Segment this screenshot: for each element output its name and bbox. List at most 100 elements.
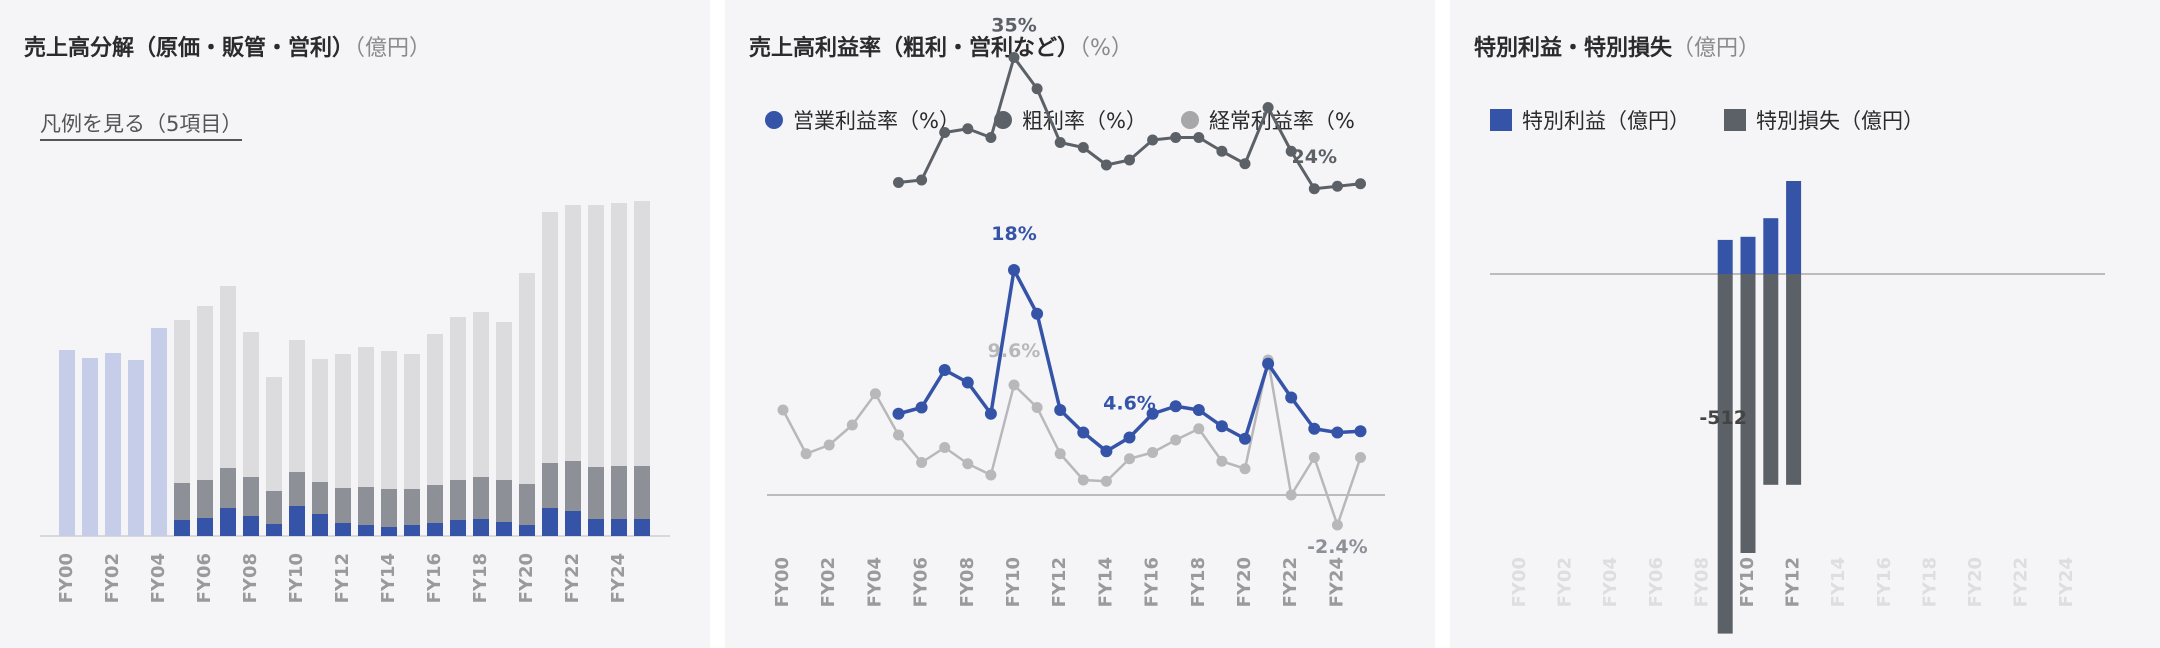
data-point bbox=[1170, 132, 1182, 143]
loss-bar bbox=[1740, 274, 1756, 553]
data-point bbox=[1054, 137, 1066, 148]
stacked-bar-segment bbox=[427, 523, 443, 536]
stacked-bar-segment bbox=[220, 468, 236, 508]
stacked-bar-segment bbox=[473, 519, 489, 536]
extraordinary-items-panel: 特別利益・特別損失（億円） 特別利益（億円） 特別損失（億円） -512 FY00… bbox=[1450, 0, 2160, 648]
data-point bbox=[1147, 447, 1159, 458]
legend-label: 経常利益率（% bbox=[1208, 109, 1355, 133]
profit-margin-chart: 35% 24% 18% 9.6% 4.6% -2.4% FY00 FY02 FY04 FY06 FY… bbox=[767, 15, 1385, 607]
loss-bar bbox=[1786, 274, 1802, 485]
x-tick-label: FY12 bbox=[332, 553, 353, 603]
data-point bbox=[1100, 445, 1113, 458]
legend-item-gross-margin[interactable]: 粗利率（%） bbox=[993, 105, 1147, 135]
data-point bbox=[1054, 404, 1067, 416]
stacked-bar-segment bbox=[174, 483, 190, 520]
stacked-bar-segment bbox=[634, 519, 650, 536]
data-point bbox=[1169, 400, 1182, 413]
data-point bbox=[1308, 452, 1320, 463]
data-point bbox=[1262, 357, 1275, 370]
stacked-bar-segment bbox=[519, 273, 535, 484]
x-tick-label: FY10 bbox=[1003, 557, 1024, 607]
gain-bar bbox=[1717, 239, 1733, 274]
x-tick-label: FY08 bbox=[240, 553, 261, 603]
data-label: 35% bbox=[991, 15, 1036, 37]
stacked-bar-segment bbox=[312, 514, 328, 536]
legend-label: 特別利益（億円） bbox=[1522, 109, 1690, 133]
data-point bbox=[1077, 142, 1089, 153]
x-tick-label: FY00 bbox=[772, 557, 793, 607]
legend-item-operating-margin[interactable]: 営業利益率（%） bbox=[765, 105, 960, 135]
panel-title-text: 特別利益・特別損失 bbox=[1474, 36, 1673, 61]
stacked-bar-segment bbox=[473, 477, 489, 519]
data-point bbox=[823, 439, 835, 451]
data-point bbox=[1100, 159, 1112, 171]
x-tick-label: FY20 bbox=[516, 553, 537, 603]
revenue-breakdown-chart: FY00 FY02 FY04 FY06 FY08 FY10 FY12 FY14 FY16 FY18… bbox=[40, 201, 670, 603]
stacked-bar-segment bbox=[542, 508, 558, 536]
stacked-bar-segment bbox=[519, 525, 535, 536]
show-legend-link[interactable]: 凡例を見る（5項目） bbox=[40, 108, 243, 141]
stacked-bar-segment bbox=[565, 461, 581, 511]
stacked-bar-segment bbox=[404, 525, 420, 536]
legend-item-ordinary-margin[interactable]: 経常利益率（% bbox=[1180, 105, 1355, 135]
stacked-bar-segment bbox=[312, 482, 328, 514]
data-point bbox=[1077, 426, 1090, 439]
x-tick-label: FY00 bbox=[56, 553, 77, 603]
legend-label: 営業利益率（%） bbox=[793, 109, 960, 133]
x-tick-label: FY08 bbox=[1691, 557, 1712, 607]
gain-bar bbox=[1763, 218, 1779, 274]
panel-unit: （%） bbox=[1079, 36, 1133, 61]
data-point bbox=[938, 364, 951, 376]
data-point bbox=[893, 429, 904, 441]
stacked-bar-segment bbox=[289, 340, 305, 472]
revenue-bar bbox=[128, 360, 144, 536]
data-point bbox=[1031, 402, 1043, 413]
data-point bbox=[1193, 132, 1205, 143]
data-point bbox=[1285, 391, 1298, 404]
data-point bbox=[1308, 183, 1320, 195]
data-label: 4.6% bbox=[1103, 393, 1156, 415]
stacked-bar-segment bbox=[358, 347, 374, 487]
stacked-bar-segment bbox=[220, 508, 236, 536]
data-point bbox=[1146, 407, 1159, 420]
x-tick-label: FY20 bbox=[1234, 557, 1255, 607]
stacked-bar-segment bbox=[450, 317, 466, 480]
stacked-bar-segment bbox=[588, 519, 604, 536]
stacked-bar-segment bbox=[312, 359, 328, 482]
data-point bbox=[893, 177, 904, 188]
legend-item-extraordinary-loss[interactable]: 特別損失（億円） bbox=[1724, 105, 1924, 135]
x-tick-label: FY02 bbox=[818, 557, 839, 607]
data-point bbox=[1308, 422, 1321, 435]
stacked-bar-segment bbox=[220, 286, 236, 468]
x-tick-label: FY22 bbox=[562, 553, 583, 603]
data-point bbox=[1031, 83, 1043, 95]
panel-title-text: 売上高分解（原価・販管・営利） bbox=[24, 36, 355, 61]
data-point bbox=[1285, 145, 1297, 157]
legend-square-icon bbox=[1490, 109, 1512, 131]
stacked-bar-segment bbox=[450, 480, 466, 520]
series-line bbox=[781, 358, 1362, 527]
data-point bbox=[1239, 463, 1251, 475]
stacked-bar-segment bbox=[381, 489, 397, 527]
stacked-bar-segment bbox=[174, 320, 190, 483]
x-tick-label: FY16 bbox=[424, 553, 445, 603]
legend-dot-icon bbox=[765, 111, 783, 129]
x-tick-label: FY06 bbox=[911, 557, 932, 607]
revenue-bar bbox=[59, 350, 75, 536]
data-point bbox=[892, 407, 905, 420]
data-point bbox=[939, 442, 951, 453]
data-point bbox=[916, 174, 928, 186]
legend-item-extraordinary-gain[interactable]: 特別利益（億円） bbox=[1490, 105, 1690, 135]
x-tick-label: FY06 bbox=[1646, 557, 1667, 607]
stacked-bar-segment bbox=[289, 472, 305, 506]
x-tick-label: FY10 bbox=[1737, 557, 1758, 607]
data-point bbox=[962, 458, 974, 470]
stacked-bar-segment bbox=[335, 488, 351, 523]
stacked-bar-segment bbox=[404, 489, 420, 525]
data-point bbox=[1239, 432, 1251, 445]
data-point bbox=[1355, 452, 1366, 463]
revenue-bar bbox=[105, 353, 121, 536]
data-point bbox=[915, 401, 928, 414]
stacked-bar-segment bbox=[565, 511, 581, 536]
data-point bbox=[869, 388, 881, 400]
